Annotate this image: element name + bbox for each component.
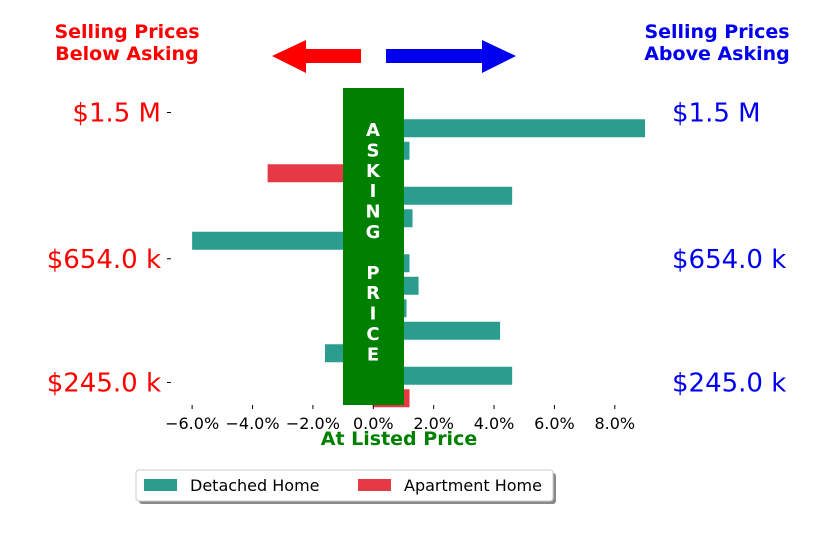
x-axis-title: At Listed Price: [321, 428, 477, 450]
left-header-line2: Below Asking: [55, 43, 198, 65]
asking-price-band-rect: [343, 88, 404, 405]
x-tick-label-7: 8.0%: [594, 414, 635, 433]
legend-label-detached: Detached Home: [190, 476, 320, 495]
right-y-tick-label-2: $245.0 k: [672, 369, 786, 399]
asking-price-letter-7: P: [366, 263, 379, 284]
asking-price-letter-8: R: [366, 283, 380, 304]
x-tick-label-0: −6.0%: [165, 414, 219, 433]
asking-price-letter-10: C: [366, 324, 379, 345]
detached-bar-0: [373, 119, 645, 138]
x-tick-label-6: 6.0%: [534, 414, 575, 433]
x-axis: −6.0% −4.0% −2.0% 0.0% 2.0% 4.0% 6.0% 8.0%: [165, 405, 635, 433]
x-tick-label-1: −4.0%: [225, 414, 279, 433]
asking-price-letter-4: N: [365, 202, 380, 223]
asking-price-letter-5: G: [366, 222, 381, 243]
right-header-line2: Above Asking: [644, 43, 790, 65]
legend: Detached Home Apartment Home: [135, 469, 556, 504]
asking-price-letter-11: E: [367, 344, 379, 365]
legend-label-apartment: Apartment Home: [404, 476, 542, 495]
right-header-line1: Selling Prices: [644, 21, 789, 43]
right-y-tick-label-1: $654.0 k: [672, 245, 786, 275]
bars-layer: [192, 119, 645, 408]
x-tick-label-3: 0.0%: [353, 414, 394, 433]
left-arrow-icon: [272, 40, 361, 73]
detached-bar-2: [373, 186, 513, 205]
asking-price-letter-2: K: [366, 161, 381, 182]
asking-price-letter-3: I: [370, 181, 377, 202]
asking-price-letter-1: S: [367, 140, 380, 161]
x-tick-label-2: −2.0%: [286, 414, 340, 433]
left-y-tick-label-1: $654.0 k: [47, 245, 161, 275]
asking-price-letter-0: A: [366, 120, 380, 141]
asking-price-letter-9: I: [370, 304, 377, 325]
legend-swatch-apartment: [358, 479, 391, 491]
legend-swatch-detached: [144, 479, 177, 491]
right-arrow-icon: [386, 40, 516, 73]
x-tick-label-4: 2.0%: [413, 414, 454, 433]
left-header-line1: Selling Prices: [54, 21, 199, 43]
detached-bar-10: [373, 366, 513, 385]
left-y-tick-label-0: $1.5 M: [72, 99, 161, 129]
x-tick-label-5: 4.0%: [474, 414, 515, 433]
detached-bar-8: [373, 321, 501, 340]
left-y-axis: $1.5 M $654.0 k $245.0 k: [47, 99, 171, 399]
left-y-tick-label-2: $245.0 k: [47, 369, 161, 399]
detached-bar-4: [192, 231, 374, 250]
right-y-tick-label-0: $1.5 M: [672, 99, 761, 129]
right-y-axis: $1.5 M $654.0 k $245.0 k: [672, 99, 786, 399]
